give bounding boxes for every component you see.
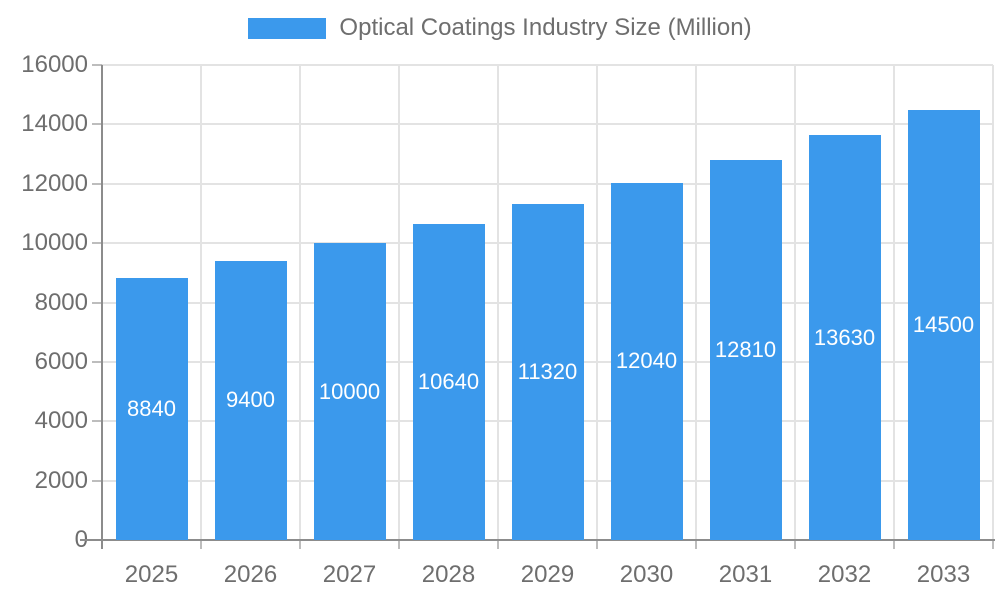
x-axis-line (80, 539, 995, 541)
y-axis-tick-label: 6000 (34, 347, 88, 375)
y-axis-tick-label: 2000 (34, 466, 88, 494)
y-tick (92, 479, 102, 482)
x-tick (200, 540, 202, 549)
y-axis-tick-label: 0 (74, 526, 88, 553)
x-tick (497, 540, 499, 549)
h-gridline (102, 64, 993, 66)
y-tick (92, 182, 102, 185)
x-tick (695, 540, 697, 549)
v-gridline (695, 65, 697, 540)
y-tick (92, 420, 102, 423)
bar-value-label: 12040 (615, 348, 678, 374)
h-gridline (102, 123, 993, 126)
y-axis-tick-label: 10000 (21, 229, 88, 257)
bar-value-label: 11320 (517, 358, 578, 384)
bar-value-label: 8840 (127, 395, 176, 421)
y-tick (92, 123, 102, 126)
bar (214, 260, 287, 540)
x-tick (596, 540, 598, 549)
bar (709, 159, 782, 540)
y-tick (92, 64, 102, 66)
bar-value-label: 10640 (417, 369, 480, 395)
x-axis-tick-label: 2026 (223, 561, 278, 588)
x-tick (794, 540, 796, 549)
x-axis-tick-label: 2032 (817, 561, 872, 588)
y-axis-tick-label: 12000 (21, 169, 88, 197)
y-tick (92, 360, 102, 363)
legend-item[interactable]: Optical Coatings Industry Size (Million) (248, 14, 752, 42)
v-gridline (596, 65, 598, 540)
bar (808, 135, 881, 540)
x-axis-tick-label: 2028 (421, 561, 476, 588)
legend-label: Optical Coatings Industry Size (Million) (339, 14, 752, 41)
v-gridline (893, 65, 895, 540)
x-axis-tick-label: 2027 (322, 561, 377, 588)
x-axis-tick-label: 2030 (619, 561, 674, 588)
v-gridline (299, 65, 301, 540)
bar (511, 203, 584, 540)
bar-value-label: 14500 (912, 311, 975, 337)
y-axis-tick-label: 8000 (34, 288, 88, 316)
x-axis-tick-label: 2031 (718, 561, 773, 588)
x-tick (299, 540, 301, 549)
v-gridline (992, 65, 994, 540)
chart-legend: Optical Coatings Industry Size (Million) (0, 14, 1000, 42)
bar-value-label: 9400 (226, 387, 275, 413)
bar (412, 224, 485, 540)
v-gridline (794, 65, 796, 540)
v-gridline (497, 65, 499, 540)
v-gridline (398, 65, 400, 540)
x-tick (893, 540, 895, 549)
y-axis-tick-label: 16000 (21, 51, 88, 78)
v-gridline (200, 65, 202, 540)
bar (115, 277, 188, 540)
x-axis-tick-label: 2025 (124, 561, 179, 588)
legend-swatch-icon (248, 17, 327, 39)
y-axis-tick-label: 4000 (34, 407, 88, 435)
x-tick (398, 540, 400, 549)
y-tick (92, 301, 102, 304)
h-gridline (102, 182, 993, 185)
bar (610, 182, 683, 540)
x-axis-tick-label: 2033 (916, 561, 971, 588)
bar (907, 109, 980, 540)
bar-value-label: 10000 (318, 378, 381, 404)
bar (313, 243, 386, 540)
y-tick (92, 242, 102, 245)
y-axis-tick-label: 14000 (21, 110, 88, 138)
y-axis-line (101, 65, 103, 549)
x-axis-tick-label: 2029 (520, 561, 575, 588)
bar-value-label: 13630 (813, 324, 876, 350)
bar-value-label: 12810 (714, 336, 777, 362)
x-tick (992, 540, 994, 549)
